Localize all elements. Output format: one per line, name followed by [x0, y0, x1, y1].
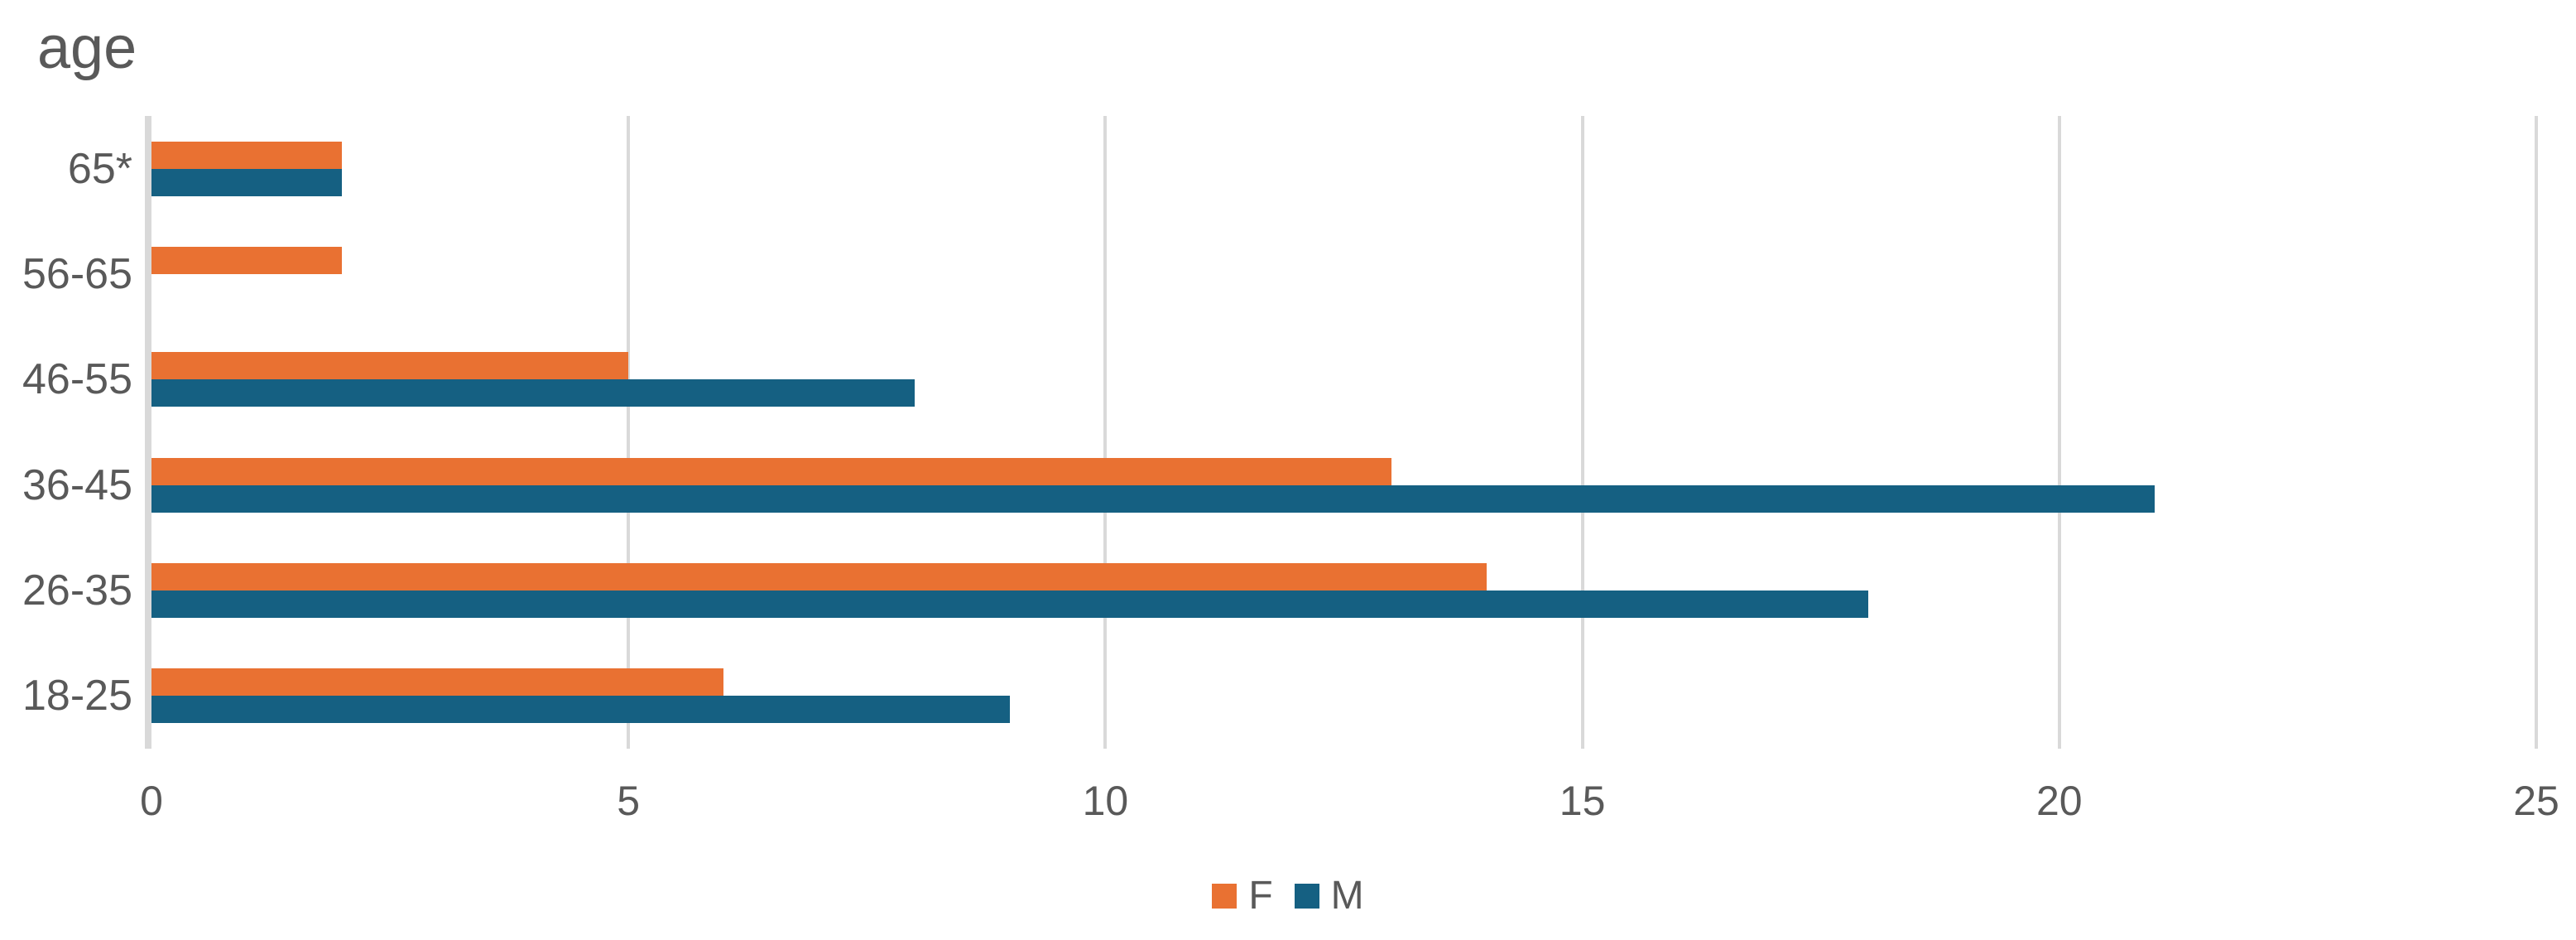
- gridline: [1580, 116, 1584, 749]
- bar-F-46-55: [151, 352, 629, 380]
- x-tick-label: 20: [2035, 778, 2083, 824]
- gridline: [1103, 116, 1108, 749]
- category-label: 36-45: [22, 460, 132, 509]
- x-tick-label: 15: [1559, 778, 1606, 824]
- category-label: 26-35: [22, 566, 132, 615]
- bar-M-65*: [151, 168, 343, 196]
- legend-item-F: F: [1212, 874, 1273, 918]
- category-label: 56-65: [22, 250, 132, 298]
- bar-M-36-45: [151, 484, 2155, 513]
- y-axis-line: [145, 116, 151, 749]
- category-label: 65*: [67, 144, 132, 193]
- x-tick-label: 25: [2513, 778, 2559, 824]
- legend-swatch-F: [1212, 884, 1238, 909]
- category-label: 18-25: [22, 672, 132, 721]
- legend-item-M: M: [1294, 874, 1364, 918]
- bar-M-26-35: [151, 591, 1869, 618]
- chart-title: age: [37, 15, 137, 81]
- gridline: [2057, 116, 2061, 749]
- legend-label: M: [1330, 874, 1364, 918]
- x-tick-label: 0: [140, 778, 163, 824]
- legend-label: F: [1248, 874, 1273, 918]
- bar-M-46-55: [151, 379, 915, 407]
- bar-F-65*: [151, 141, 343, 169]
- bar-F-18-25: [151, 668, 724, 697]
- legend-swatch-M: [1294, 884, 1319, 909]
- bar-F-56-65: [151, 247, 343, 274]
- gridline: [2535, 116, 2538, 749]
- gridline: [627, 116, 631, 749]
- bar-F-36-45: [151, 457, 1392, 485]
- bar-M-18-25: [151, 696, 1011, 724]
- x-tick-label: 10: [1082, 778, 1129, 824]
- bar-F-26-35: [151, 563, 1487, 591]
- x-tick-label: 5: [617, 778, 641, 824]
- category-label: 46-55: [22, 355, 132, 404]
